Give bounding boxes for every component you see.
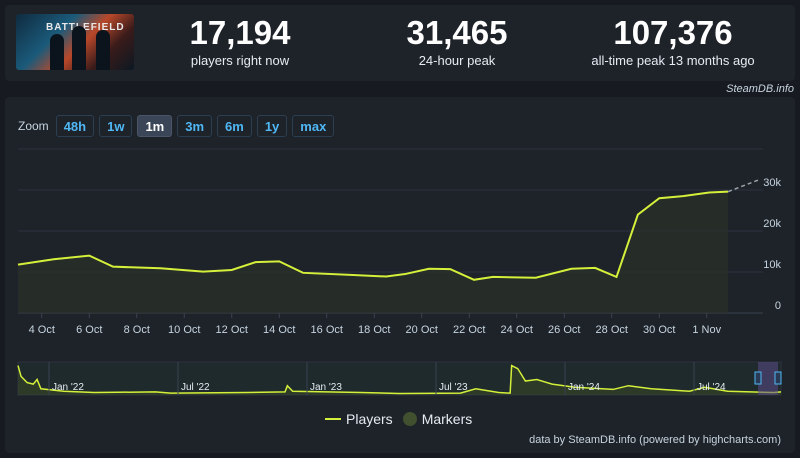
navigator-tick-label: Jul '22 [181,382,210,393]
y-tick-label: 30k [763,177,781,189]
y-tick-label: 0 [775,300,781,312]
x-tick-label: 1 Nov [692,324,721,336]
zoom-1m-button[interactable]: 1m [137,115,173,137]
x-tick-label: 6 Oct [76,324,102,336]
zoom-max-button[interactable]: max [292,115,335,137]
legend-item-markers[interactable]: Markers [402,411,473,427]
chart-credit[interactable]: data by SteamDB.info (powered by highcha… [529,434,781,446]
x-tick-label: 10 Oct [168,324,200,336]
players-line [17,190,729,281]
stat-current: 17,194 players right now [140,14,340,69]
y-tick-label: 20k [763,218,781,230]
x-tick-label: 12 Oct [216,324,248,336]
navigator-handle[interactable] [774,371,782,385]
chart-panel: Zoom 48h 1w 1m 3m 6m 1y max 0 10k 20k 30k 4 … [5,97,795,453]
stat-current-value: 17,194 [189,14,291,51]
x-tick-label: 14 Oct [263,324,295,336]
zoom-label: Zoom [18,119,49,133]
x-tick-label: 22 Oct [453,324,485,336]
game-thumbnail[interactable]: BATTLEFIELD [16,14,134,70]
steamdb-source-label[interactable]: SteamDB.info [726,83,794,95]
x-tick-label: 8 Oct [124,324,150,336]
zoom-1y-button[interactable]: 1y [256,115,288,137]
x-tick-label: 24 Oct [501,324,533,336]
stat-24h-peak: 31,465 24-hour peak [357,14,557,69]
stat-current-label: players right now [190,53,290,68]
x-tick-label: 16 Oct [311,324,343,336]
zoom-3m-button[interactable]: 3m [177,115,213,137]
navigator-line [17,364,782,395]
zoom-controls: Zoom 48h 1w 1m 3m 6m 1y max [18,115,335,137]
navigator-tick-label: Jan '24 [568,382,600,393]
soldier-figure [96,30,110,70]
soldier-figure [50,34,64,70]
soldier-figure [72,26,86,70]
stat-alltime-peak: 107,376 all-time peak 13 months ago [573,14,773,69]
x-tick-label: 4 Oct [29,324,55,336]
legend-markers-label: Markers [421,411,473,427]
y-tick-label: 10k [763,259,781,271]
x-tick-label: 28 Oct [596,324,628,336]
x-tick-label: 20 Oct [406,324,438,336]
chart-legend: Players Markers [325,411,472,427]
players-forecast-line [727,179,760,193]
navigator-tick-label: Jan '22 [52,382,84,393]
navigator-selected-range [758,362,778,395]
legend-players-label: Players [346,411,393,427]
navigator-tick-label: Jul '24 [697,382,726,393]
players-area [18,191,729,313]
navigator-area [18,365,781,395]
x-tick-label: 30 Oct [643,324,675,336]
zoom-48h-button[interactable]: 48h [55,115,95,137]
x-tick-label: 18 Oct [358,324,390,336]
stat-alltime-peak-label: all-time peak 13 months ago [591,53,755,68]
players-line-swatch [325,418,341,420]
zoom-1w-button[interactable]: 1w [99,115,133,137]
game-logo-text: BATTLEFIELD [46,22,125,33]
legend-item-players[interactable]: Players [325,411,393,427]
zoom-6m-button[interactable]: 6m [217,115,252,137]
navigator-tick-label: Jan '23 [310,382,342,393]
stat-alltime-peak-value: 107,376 [613,14,733,51]
stat-24h-peak-label: 24-hour peak [418,53,496,68]
x-tick-label: 26 Oct [548,324,580,336]
navigator-handle[interactable] [754,371,762,385]
navigator-tick-label: Jul '23 [439,382,468,393]
stats-bar: BATTLEFIELD 17,194 players right now 31,… [5,5,795,81]
markers-dot-swatch [402,412,417,426]
player-count-chart[interactable]: 0 10k 20k 30k 4 Oct 6 Oct 8 Oct 10 Oct 12 Oct 14 … [5,97,795,453]
stat-24h-peak-value: 31,465 [406,14,508,51]
